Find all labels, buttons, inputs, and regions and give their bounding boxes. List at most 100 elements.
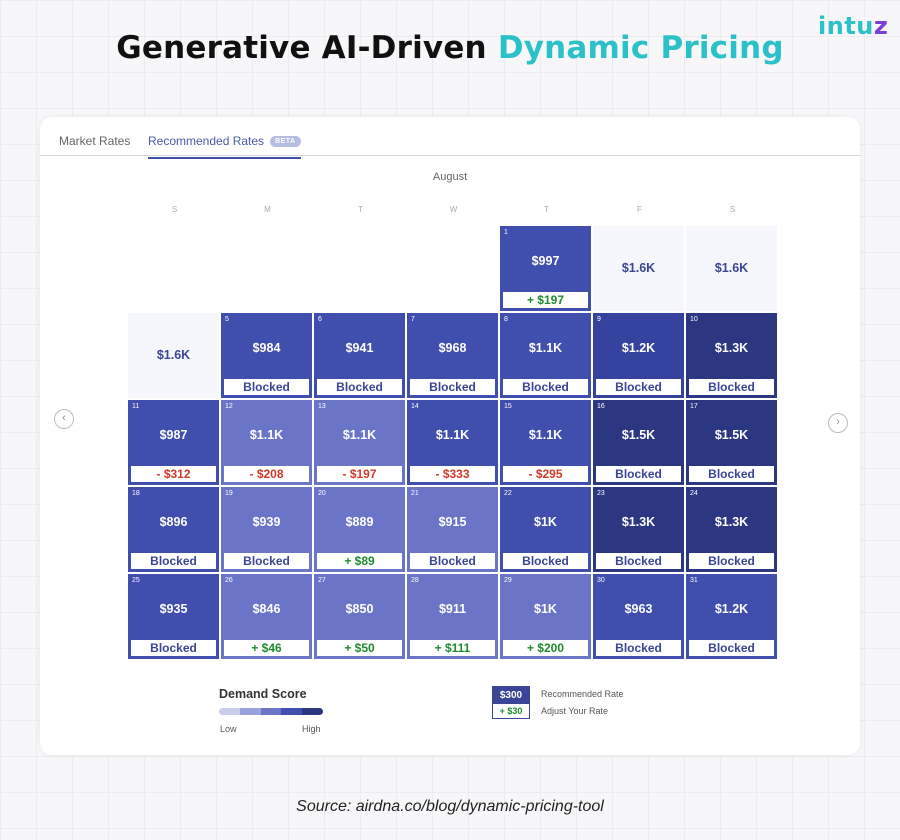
calendar-day-cell[interactable]: 15 $1.1K - $295 bbox=[500, 400, 591, 485]
calendar-day-cell[interactable]: 16 $1.5K Blocked bbox=[593, 400, 684, 485]
day-price: $850 bbox=[345, 602, 374, 616]
calendar-day-cell[interactable]: 1 $997 + $197 bbox=[500, 226, 591, 311]
blocked-status[interactable]: Blocked bbox=[503, 553, 588, 569]
calendar-day-cell[interactable]: 9 $1.2K Blocked bbox=[593, 313, 684, 398]
weekday-header: W bbox=[449, 205, 458, 214]
blocked-status[interactable]: Blocked bbox=[689, 640, 774, 656]
rate-adjustment[interactable]: + $46 bbox=[224, 640, 309, 656]
day-price: $1.2K bbox=[714, 602, 749, 616]
day-price: $1.6K bbox=[156, 348, 191, 362]
weekday-header: F bbox=[637, 205, 642, 214]
blocked-status[interactable]: Blocked bbox=[410, 379, 495, 395]
demand-scale-segment bbox=[281, 708, 303, 715]
blocked-status[interactable]: Blocked bbox=[131, 640, 216, 656]
blocked-status[interactable]: Blocked bbox=[689, 379, 774, 395]
day-price: $1.1K bbox=[435, 428, 470, 442]
calendar-day-cell[interactable]: 24 $1.3K Blocked bbox=[686, 487, 777, 572]
calendar-day-cell[interactable]: 18 $896 Blocked bbox=[128, 487, 219, 572]
day-number: 5 bbox=[225, 316, 229, 323]
calendar-day-cell[interactable]: 19 $939 Blocked bbox=[221, 487, 312, 572]
rate-adjustment[interactable]: + $200 bbox=[503, 640, 588, 656]
demand-high-label: High bbox=[302, 724, 321, 734]
calendar-day-cell[interactable]: 30 $963 Blocked bbox=[593, 574, 684, 659]
calendar-day-cell[interactable]: 23 $1.3K Blocked bbox=[593, 487, 684, 572]
day-price: $1.1K bbox=[249, 428, 284, 442]
day-price: $935 bbox=[159, 602, 188, 616]
day-price: $941 bbox=[345, 341, 374, 355]
blocked-status[interactable]: Blocked bbox=[410, 553, 495, 569]
day-number: 29 bbox=[504, 577, 512, 584]
tab-bar: Market Rates Recommended Rates BETA bbox=[40, 117, 860, 159]
demand-score-title: Demand Score bbox=[219, 687, 307, 701]
blocked-status[interactable]: Blocked bbox=[596, 553, 681, 569]
calendar-day-cell[interactable]: $1.6K bbox=[593, 226, 684, 311]
calendar-day-cell[interactable]: 12 $1.1K - $208 bbox=[221, 400, 312, 485]
calendar-day-cell[interactable]: 5 $984 Blocked bbox=[221, 313, 312, 398]
blocked-status[interactable]: Blocked bbox=[224, 379, 309, 395]
blocked-status[interactable]: Blocked bbox=[689, 553, 774, 569]
calendar-day-cell[interactable]: 26 $846 + $46 bbox=[221, 574, 312, 659]
title-part-1: Generative AI-Driven bbox=[116, 30, 487, 66]
blocked-status[interactable]: Blocked bbox=[689, 466, 774, 482]
calendar-day-cell[interactable]: 27 $850 + $50 bbox=[314, 574, 405, 659]
day-number: 19 bbox=[225, 490, 233, 497]
weekday-header: S bbox=[729, 205, 736, 214]
rate-adjustment[interactable]: - $333 bbox=[410, 466, 495, 482]
blocked-status[interactable]: Blocked bbox=[317, 379, 402, 395]
weekday-header: T bbox=[358, 205, 363, 214]
calendar-day-cell[interactable]: 29 $1K + $200 bbox=[500, 574, 591, 659]
calendar-day-cell[interactable]: 10 $1.3K Blocked bbox=[686, 313, 777, 398]
rate-adjustment[interactable]: + $89 bbox=[317, 553, 402, 569]
next-month-arrow-icon[interactable]: › bbox=[828, 413, 848, 433]
rate-adjustment[interactable]: + $111 bbox=[410, 640, 495, 656]
calendar-day-cell[interactable]: 7 $968 Blocked bbox=[407, 313, 498, 398]
blocked-status[interactable]: Blocked bbox=[596, 640, 681, 656]
calendar-day-cell[interactable]: 8 $1.1K Blocked bbox=[500, 313, 591, 398]
blocked-status[interactable]: Blocked bbox=[503, 379, 588, 395]
tab-recommended-rates[interactable]: Recommended Rates BETA bbox=[148, 134, 301, 159]
demand-low-label: Low bbox=[220, 724, 237, 734]
previous-month-arrow-icon[interactable]: ‹ bbox=[54, 409, 74, 429]
day-price: $1.3K bbox=[714, 341, 749, 355]
rate-adjustment[interactable]: - $197 bbox=[317, 466, 402, 482]
calendar-day-cell[interactable]: 13 $1.1K - $197 bbox=[314, 400, 405, 485]
calendar-day-cell[interactable]: 14 $1.1K - $333 bbox=[407, 400, 498, 485]
calendar-day-cell[interactable]: 21 $915 Blocked bbox=[407, 487, 498, 572]
rate-adjustment[interactable]: - $208 bbox=[224, 466, 309, 482]
calendar-day-cell[interactable]: 11 $987 - $312 bbox=[128, 400, 219, 485]
calendar-day-cell[interactable]: 25 $935 Blocked bbox=[128, 574, 219, 659]
rate-adjustment[interactable]: - $295 bbox=[503, 466, 588, 482]
calendar-day-cell[interactable]: 22 $1K Blocked bbox=[500, 487, 591, 572]
blocked-status[interactable]: Blocked bbox=[131, 553, 216, 569]
rate-legend-sample: $300 + $30 bbox=[492, 686, 530, 719]
day-number: 10 bbox=[690, 316, 698, 323]
calendar-day-cell[interactable]: 28 $911 + $111 bbox=[407, 574, 498, 659]
day-number: 25 bbox=[132, 577, 140, 584]
day-price: $896 bbox=[159, 515, 188, 529]
blocked-status[interactable]: Blocked bbox=[224, 553, 309, 569]
recommended-rate-label: Recommended Rate bbox=[541, 689, 624, 699]
calendar-day-cell[interactable]: $1.6K bbox=[128, 313, 219, 398]
day-number: 28 bbox=[411, 577, 419, 584]
rate-adjustment[interactable]: - $312 bbox=[131, 466, 216, 482]
day-price: $1K bbox=[534, 602, 557, 616]
day-number: 11 bbox=[132, 403, 140, 410]
calendar-day-cell[interactable]: 17 $1.5K Blocked bbox=[686, 400, 777, 485]
rate-adjustment[interactable]: + $50 bbox=[317, 640, 402, 656]
day-price: $1.5K bbox=[714, 428, 749, 442]
day-number: 27 bbox=[318, 577, 326, 584]
blocked-status[interactable]: Blocked bbox=[596, 379, 681, 395]
day-price: $939 bbox=[252, 515, 281, 529]
calendar-day-cell[interactable]: 31 $1.2K Blocked bbox=[686, 574, 777, 659]
tab-market-rates[interactable]: Market Rates bbox=[59, 134, 131, 148]
calendar-day-cell[interactable]: $1.6K bbox=[686, 226, 777, 311]
calendar-day-cell[interactable]: 20 $889 + $89 bbox=[314, 487, 405, 572]
day-number: 24 bbox=[690, 490, 698, 497]
calendar-day-cell[interactable]: 6 $941 Blocked bbox=[314, 313, 405, 398]
demand-scale-segment bbox=[219, 708, 240, 715]
blocked-status[interactable]: Blocked bbox=[596, 466, 681, 482]
day-price: $1.3K bbox=[621, 515, 656, 529]
rate-adjustment[interactable]: + $197 bbox=[503, 292, 588, 308]
logo-tail-text: z bbox=[873, 12, 889, 40]
day-number: 15 bbox=[504, 403, 512, 410]
